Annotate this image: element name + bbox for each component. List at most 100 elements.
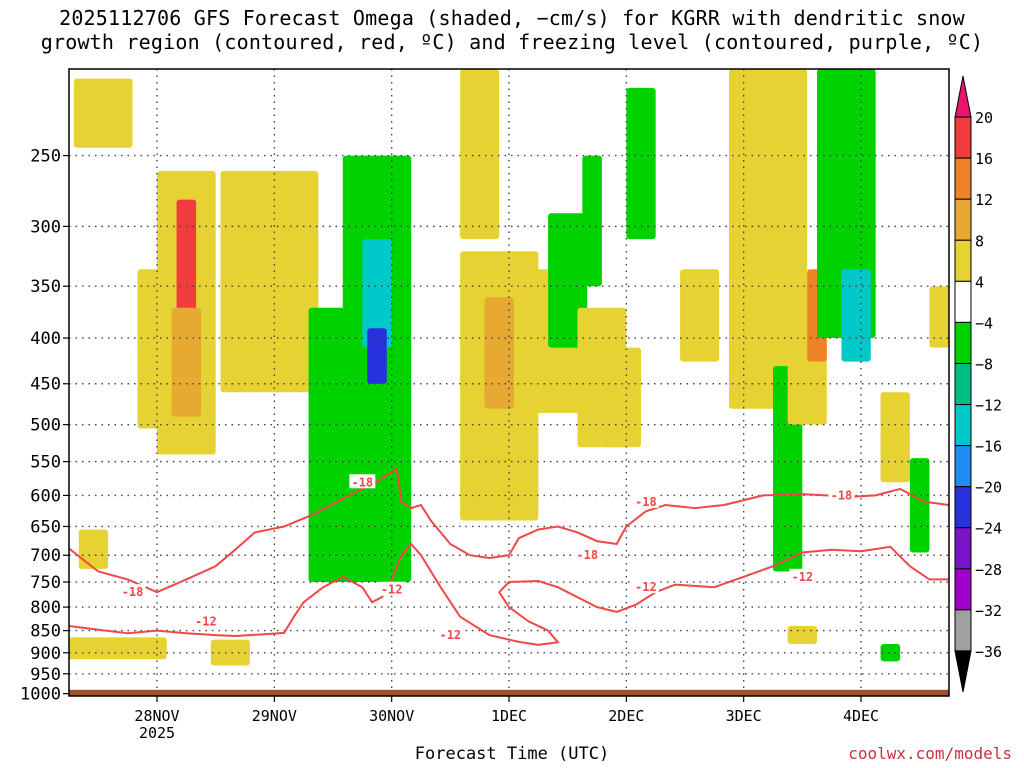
colorbar-swatch <box>954 362 972 406</box>
omega-shade-region <box>929 286 949 348</box>
contour-label-bg <box>574 547 601 562</box>
colorbar-label: −24 <box>975 520 1002 538</box>
omega-shade-region <box>210 639 250 666</box>
colorbar-label: −16 <box>975 438 1002 456</box>
colorbar-label: −32 <box>975 602 1002 620</box>
contour-label-bg <box>632 579 659 594</box>
omega-shade-region <box>484 297 514 409</box>
omega-shade-region <box>841 269 871 362</box>
title-line-1: 2025112706 GFS Forecast Omega (shaded, −… <box>59 6 965 30</box>
y-tick-label: 800 <box>30 598 61 618</box>
colorbar-swatch <box>954 239 972 282</box>
colorbar-label: −20 <box>975 479 1002 497</box>
y-tick-label: 300 <box>30 217 61 237</box>
omega-shade-region <box>367 328 387 384</box>
colorbar-label: 4 <box>975 273 984 291</box>
x-tick-label: 2DEC <box>608 707 644 725</box>
contour-label: -12 <box>635 580 657 594</box>
x-tick-label: 30NOV <box>369 707 414 725</box>
omega-shade-region <box>220 170 319 393</box>
y-tick-label: 750 <box>30 573 61 593</box>
contour-label-bg <box>192 613 219 628</box>
omega-shade-region <box>137 269 167 429</box>
x-tick-label: 29NOV <box>252 707 297 725</box>
colorbar-label: −8 <box>975 355 993 373</box>
colorbar-swatch <box>954 404 972 447</box>
y-tick-label: 1000 <box>20 685 61 705</box>
omega-shade-region <box>460 69 500 240</box>
omega-shade-region <box>78 529 109 569</box>
contour-label: -12 <box>791 570 813 584</box>
contour-label: -18 <box>576 548 598 562</box>
colorbar-label: −36 <box>975 643 1002 661</box>
omega-shade-region <box>880 644 901 662</box>
y-tick-label: 650 <box>30 517 61 537</box>
omega-shade-region <box>69 637 167 660</box>
omega-shade-region <box>73 78 133 148</box>
contour-label-bg <box>828 487 855 502</box>
x-tick-label: 28NOV <box>134 707 179 725</box>
contour-label: -12 <box>381 583 403 597</box>
contour-label-bg <box>378 581 405 596</box>
colorbar-label: 16 <box>975 150 993 168</box>
omega-shade-region <box>548 213 588 348</box>
omega-shade-region <box>176 199 197 319</box>
omega-shade-region <box>787 626 817 645</box>
x-tick-label: 3DEC <box>726 707 762 725</box>
contour-label: -12 <box>195 614 217 628</box>
y-tick-label: 550 <box>30 453 61 473</box>
omega-shade-region <box>362 239 392 348</box>
y-tick-label: 450 <box>30 375 61 395</box>
omega-shade-region <box>601 347 641 448</box>
contour-line-minus18 <box>69 466 949 594</box>
y-tick-label: 850 <box>30 622 61 642</box>
contour-label: -18 <box>351 475 373 489</box>
y-tick-label: 600 <box>30 486 61 506</box>
colorbar-top-arrow <box>954 75 972 118</box>
y-tick-label: 500 <box>30 416 61 436</box>
contour-label: -12 <box>439 628 461 642</box>
omega-shade-region <box>680 269 720 362</box>
contour-label: -18 <box>831 488 853 502</box>
ground-surface <box>69 689 949 696</box>
colorbar-bottom-arrow <box>954 650 972 693</box>
chart-title: 2025112706 GFS Forecast Omega (shaded, −… <box>0 6 1024 54</box>
omega-shade-region <box>582 155 602 287</box>
colorbar-swatch <box>954 116 972 159</box>
colorbar-label: −4 <box>975 314 993 332</box>
colorbar-swatch <box>954 321 972 364</box>
y-tick-label: 350 <box>30 277 61 297</box>
contour-label: -18 <box>635 495 657 509</box>
colorbar-label: −12 <box>975 397 1002 415</box>
omega-shade-region <box>880 392 910 483</box>
omega-shade-region <box>626 87 656 240</box>
contour-label-bg <box>632 493 659 508</box>
omega-shade-region <box>909 458 930 553</box>
colorbar-label: 12 <box>975 191 993 209</box>
colorbar-swatch <box>954 527 972 570</box>
colorbar-swatch <box>954 445 972 488</box>
x-tick-label: 4DEC <box>843 707 879 725</box>
y-tick-label: 250 <box>30 147 61 167</box>
y-tick-label: 700 <box>30 546 61 566</box>
contour-line-minus12 <box>69 542 949 646</box>
colorbar-label: −28 <box>975 561 1002 579</box>
x-tick-year-label: 2025 <box>139 724 175 742</box>
credit-text[interactable]: coolwx.com/models <box>848 744 1012 763</box>
contour-label-bg <box>119 584 146 599</box>
title-line-2: growth region (contoured, red, ºC) and f… <box>40 30 984 54</box>
colorbar-swatch <box>954 198 972 241</box>
y-tick-label: 950 <box>30 665 61 685</box>
x-tick-label: 1DEC <box>491 707 527 725</box>
contour-label-bg <box>349 474 376 489</box>
y-tick-label: 900 <box>30 644 61 664</box>
colorbar-label: 20 <box>975 109 993 127</box>
contour-label-bg <box>789 568 816 583</box>
contour-label-bg <box>437 627 464 642</box>
y-tick-label: 400 <box>30 329 61 349</box>
omega-shade-region <box>171 307 201 417</box>
colorbar-swatch <box>954 609 972 652</box>
colorbar-swatch <box>954 280 972 323</box>
x-axis-title: Forecast Time (UTC) <box>414 744 610 764</box>
